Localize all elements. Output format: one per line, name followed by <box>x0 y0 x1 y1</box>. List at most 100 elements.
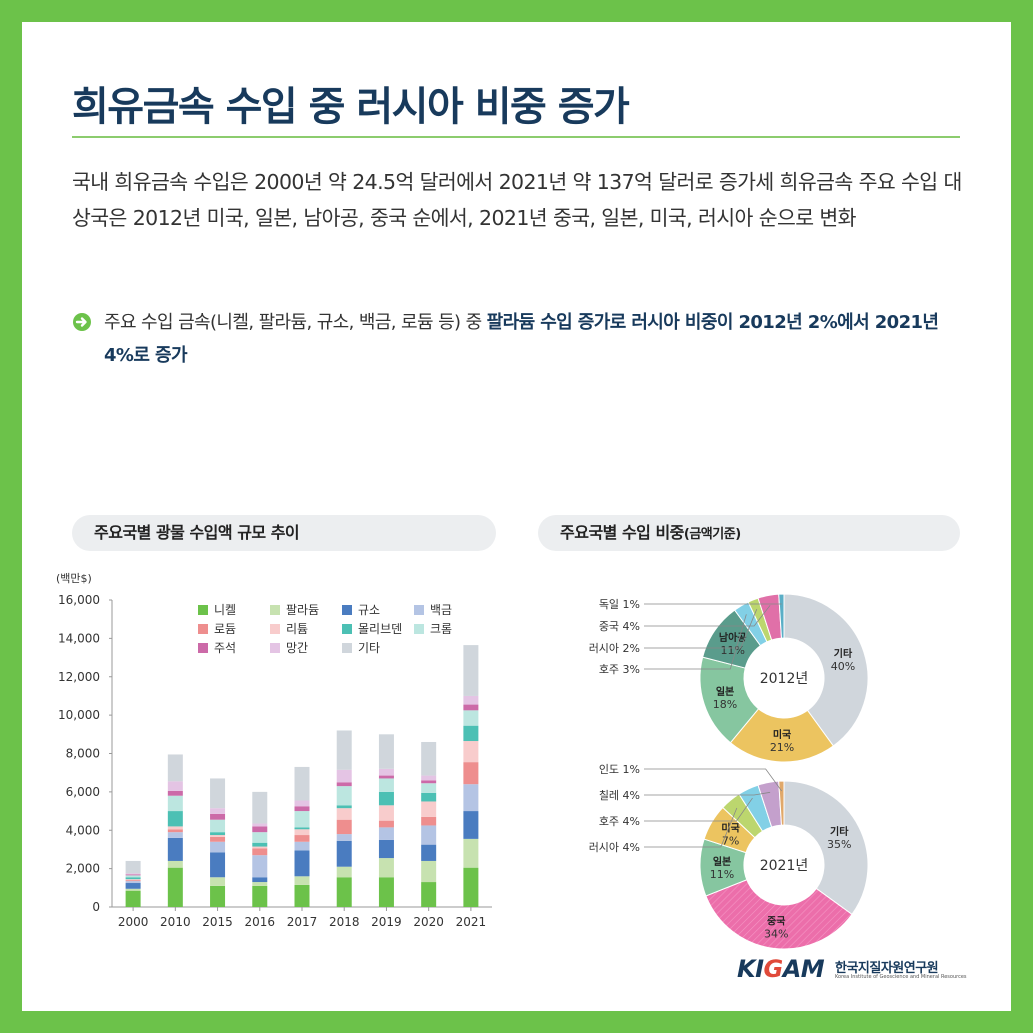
bar-segment-2020-니켈 <box>421 882 437 907</box>
stacked-bar-chart: (백만$) 0 2,000 4,000 6,000 8,000 10,000 12,000 14… <box>56 572 492 929</box>
key-point: 주요 수입 금속(니켈, 팔라듐, 규소, 백금, 로듐 등) 중 팔라듐 수입… <box>72 306 972 372</box>
bar-segment-2000-로듐 <box>125 880 141 882</box>
bar-segment-2000-몰리브덴 <box>125 877 141 880</box>
bar-segment-2016-몰리브덴 <box>252 842 268 847</box>
legend-swatch-백금 <box>414 605 424 615</box>
infographic-card: 희유금속 수입 중 러시아 비중 증가 국내 희유금속 수입은 2000년 약 … <box>22 22 1011 1011</box>
bar-segment-2019-망간 <box>378 768 394 776</box>
key-point-text: 주요 수입 금속(니켈, 팔라듐, 규소, 백금, 로듐 등) 중 팔라듐 수입… <box>104 306 972 372</box>
bar-segment-2017-망간 <box>294 800 310 807</box>
y-tick-label: 4,000 <box>66 823 100 837</box>
bar-segment-2018-로듐 <box>336 819 352 835</box>
bar-segment-2015-망간 <box>210 808 226 814</box>
bar-segment-2016-백금 <box>252 855 268 878</box>
kigam-logo: KIGAM 한국지질자원연구원 Korea Institute of Geosc… <box>737 955 977 985</box>
legend-label: 망간 <box>286 641 308 655</box>
bar-segment-2021-주석 <box>463 704 479 711</box>
slice-label: 중국 <box>767 916 785 928</box>
callout-line <box>644 609 758 649</box>
callout-line <box>644 791 771 796</box>
callout-line <box>644 605 771 627</box>
bar-segment-2000-팔라듐 <box>125 888 141 891</box>
slice-label: 남아공 <box>719 631 747 644</box>
legend-swatch-리튬 <box>270 624 280 634</box>
bar-segment-2000-규소 <box>125 883 141 889</box>
y-tick-label: 14,000 <box>58 631 100 645</box>
bar-segment-2010-팔라듐 <box>167 860 183 868</box>
intro-paragraph: 국내 희유금속 수입은 2000년 약 24.5억 달러에서 2021년 약 1… <box>72 170 962 230</box>
legend-swatch-망간 <box>270 643 280 653</box>
bar-segment-2020-백금 <box>421 825 437 845</box>
bar-segment-2015-몰리브덴 <box>210 832 226 836</box>
bar-segment-2017-기타 <box>294 766 310 801</box>
bar-segment-2021-로듐 <box>463 762 479 785</box>
logo-english-name: Korea Institute of Geoscience and Minera… <box>835 974 967 980</box>
bar-segment-2017-주석 <box>294 806 310 812</box>
donut-slice-2012년-기타 <box>783 593 869 747</box>
legend-label: 규소 <box>358 603 380 617</box>
x-tick-label: 2016 <box>245 915 276 929</box>
bar-segment-2010-망간 <box>167 781 183 791</box>
bar-segment-2017-몰리브덴 <box>294 827 310 830</box>
legend-swatch-몰리브덴 <box>342 624 352 634</box>
bar-segment-2020-망간 <box>421 775 437 781</box>
bar-segment-2000-주석 <box>125 874 141 876</box>
bar-segment-2010-규소 <box>167 837 183 861</box>
callout-label: 러시아 2% <box>589 642 640 655</box>
bar-segment-2017-크롬 <box>294 811 310 828</box>
bar-segment-2010-주석 <box>167 790 183 796</box>
bar-segment-2019-규소 <box>378 839 394 859</box>
bar-segment-2019-주석 <box>378 775 394 779</box>
bar-segment-2000-백금 <box>125 881 141 884</box>
bar-segment-2015-로듐 <box>210 836 226 842</box>
y-axis-unit: (백만$) <box>56 572 92 585</box>
title-divider <box>72 136 960 138</box>
bar-segment-2021-니켈 <box>463 867 479 907</box>
bar-segment-2016-니켈 <box>252 885 268 907</box>
y-tick-label: 12,000 <box>58 670 100 684</box>
bar-segment-2018-백금 <box>336 834 352 841</box>
bar-segment-2021-팔라듐 <box>463 838 479 868</box>
key-point-normal: 주요 수입 금속(니켈, 팔라듐, 규소, 백금, 로듐 등) 중 <box>104 312 487 333</box>
x-tick-label: 2017 <box>287 915 318 929</box>
bar-segment-2019-팔라듐 <box>378 858 394 878</box>
logo-korean-name: 한국지질자원연구원 <box>835 961 939 976</box>
bar-segment-2020-규소 <box>421 844 437 861</box>
bar-segment-2018-망간 <box>336 769 352 783</box>
bar-segment-2020-주석 <box>421 780 437 784</box>
legend-swatch-크롬 <box>414 624 424 634</box>
bar-segment-2021-크롬 <box>463 710 479 726</box>
legend-label: 몰리브덴 <box>358 622 402 636</box>
logo-mark: KIGAM <box>737 955 825 983</box>
bar-segment-2017-로듐 <box>294 835 310 842</box>
bar-segment-2020-기타 <box>421 741 437 776</box>
y-tick-label: 10,000 <box>58 708 100 722</box>
bar-segment-2010-기타 <box>167 754 183 782</box>
bar-segment-2016-주석 <box>252 826 268 833</box>
slice-label: 일본 <box>713 855 731 868</box>
y-tick-label: 8,000 <box>66 747 100 761</box>
slice-value: 40% <box>831 660 855 673</box>
callout-label: 호주 3% <box>599 663 640 676</box>
bar-segment-2017-리튬 <box>294 829 310 836</box>
y-tick-label: 16,000 <box>58 593 100 607</box>
slice-value: 34% <box>764 928 788 941</box>
legend-swatch-니켈 <box>198 605 208 615</box>
bar-segment-2018-몰리브덴 <box>336 805 352 809</box>
bar-segment-2010-리튬 <box>167 826 183 830</box>
bar-segment-2016-크롬 <box>252 832 268 843</box>
slice-value: 18% <box>713 698 737 711</box>
legend-swatch-주석 <box>198 643 208 653</box>
legend-label: 팔라듐 <box>286 603 319 617</box>
pie-chart-title-pill: 주요국별 수입 비중(금액기준) <box>538 515 960 551</box>
bar-segment-2020-로듐 <box>421 816 437 826</box>
slice-value: 21% <box>770 741 794 754</box>
bar-segment-2021-규소 <box>463 811 479 839</box>
slice-value: 7% <box>722 834 739 847</box>
callout-line <box>644 768 782 792</box>
key-point-highlight: 팔라듐 수입 증가로 러시아 비중이 2012년 2%에서 2021년 4%로 … <box>104 312 939 366</box>
bar-segment-2021-기타 <box>463 645 479 696</box>
bar-segment-2018-팔라듐 <box>336 866 352 878</box>
bar-segment-2017-백금 <box>294 841 310 851</box>
legend-label: 로듐 <box>214 622 236 636</box>
